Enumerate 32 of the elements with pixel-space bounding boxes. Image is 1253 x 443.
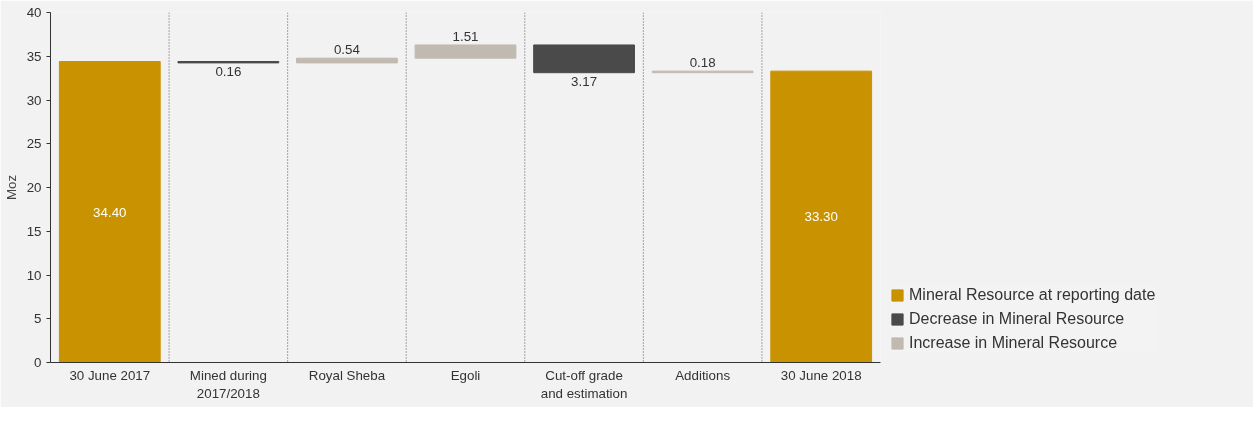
bar [296,57,398,64]
x-tick-label: 30 June 2018 [780,367,862,383]
data-label: 0.16 [215,64,242,80]
bar [58,61,161,363]
y-tick-label: 15 [26,223,42,239]
legend-label: Decrease in Mineral Resource [909,310,1125,328]
y-tick-label: 40 [26,5,42,20]
data-label: 33.30 [804,209,838,225]
legend-label: Mineral Resource at reporting date [909,286,1156,304]
data-label: 1.51 [452,28,479,44]
y-tick-label: 0 [34,355,42,370]
x-tick-label: Royal Sheba [308,367,386,383]
y-tick-label: 5 [34,311,42,327]
x-tick-label: 30 June 2017 [69,367,151,383]
x-tick-label: Additions [675,367,731,383]
bar [414,44,517,59]
data-label: 34.40 [93,204,127,220]
y-tick-label: 20 [26,180,42,195]
y-tick-label: 10 [26,267,42,283]
data-label: 3.17 [571,74,598,90]
y-axis-title: Moz [3,174,19,201]
data-label: 0.54 [333,41,361,57]
legend-label: Increase in Mineral Resource [909,334,1118,352]
bar [533,44,635,74]
x-tick-label: Egoli [450,367,481,383]
x-tick-label: Cut-off grade and estimation [540,367,628,401]
data-label: 0.18 [689,54,716,70]
y-tick-label: 35 [26,48,42,64]
x-tick-label: Mined during 2017/2018 [189,367,267,401]
y-tick-label: 25 [26,136,42,152]
y-tick-label: 30 [26,92,42,108]
bar [770,70,873,363]
